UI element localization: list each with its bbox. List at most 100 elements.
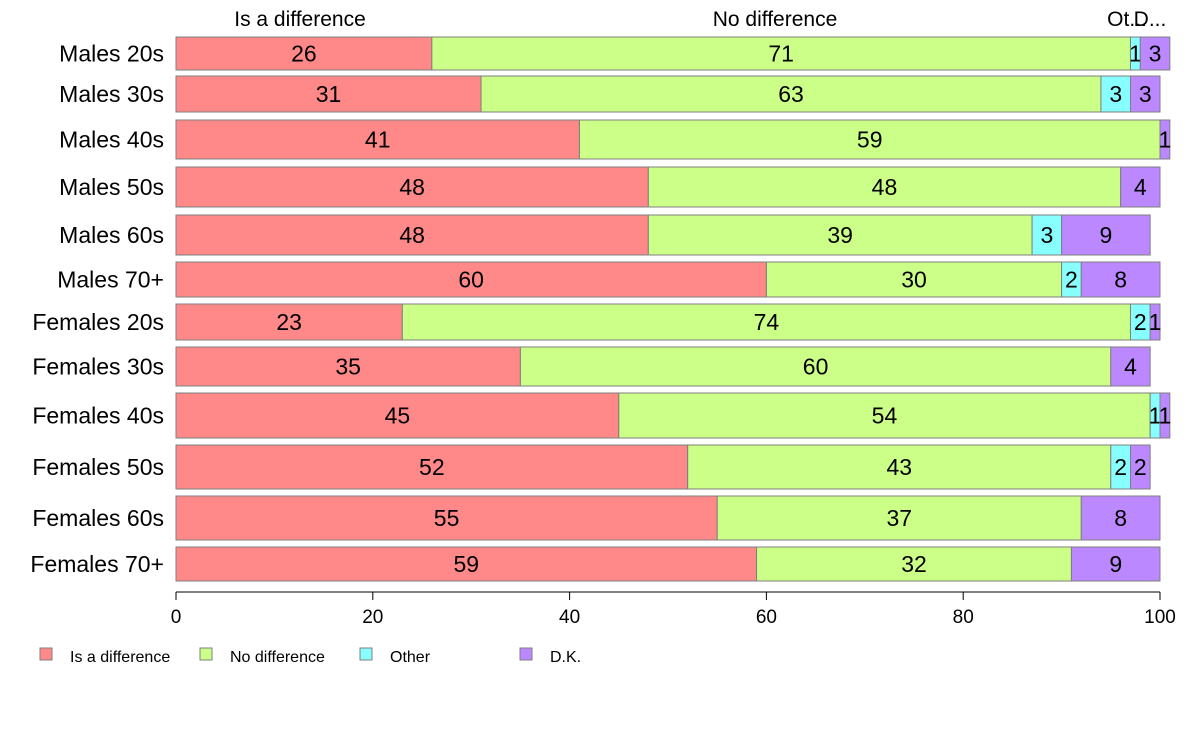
category-label-males-40s: Males 40s — [59, 127, 164, 153]
data-label: 1 — [1129, 41, 1142, 67]
x-tick-label: 0 — [171, 607, 182, 628]
x-tick-label: 40 — [559, 607, 580, 628]
data-label: 45 — [385, 403, 411, 429]
bar-segment-is-a-difference — [175, 214, 649, 256]
category-label-males-70: Males 70+ — [57, 267, 164, 293]
x-tick-label: 100 — [1144, 607, 1176, 628]
category-label-males-60s: Males 60s — [59, 222, 164, 248]
bar-segment-d-k — [1139, 36, 1171, 71]
category-label-males-20s: Males 20s — [59, 41, 164, 67]
category-labels: Males 20s Males 30s Males 40s Males 50s Male… — [30, 41, 164, 578]
data-label: 52 — [419, 454, 445, 480]
bar-segment-is-a-difference — [175, 495, 718, 541]
data-label: 1 — [1159, 403, 1172, 429]
data-label: 2 — [1114, 454, 1127, 480]
category-label-females-30s: Females 30s — [32, 354, 164, 380]
top-label-other: Ot... — [1107, 8, 1147, 31]
category-label-females-40s: Females 40s — [32, 403, 164, 429]
data-label: 2 — [1134, 309, 1147, 335]
bar-segment-no-difference — [765, 261, 1063, 298]
data-label: 48 — [872, 174, 898, 200]
bar-segment-no-difference — [519, 346, 1112, 387]
data-label: 48 — [399, 222, 425, 248]
data-label: 30 — [901, 267, 927, 293]
data-label: 9 — [1109, 551, 1122, 577]
data-label: 39 — [827, 222, 853, 248]
top-label-dk: D... — [1134, 8, 1167, 31]
data-label: 60 — [803, 354, 829, 380]
category-label-females-70: Females 70+ — [30, 551, 164, 577]
data-label: 3 — [1109, 81, 1122, 107]
bar-segment-d-k — [1129, 444, 1151, 490]
data-label: 1 — [1149, 403, 1162, 429]
legend-label-is-a-difference: Is a difference — [70, 649, 170, 666]
data-label: 63 — [778, 81, 804, 107]
category-label-males-30s: Males 30s — [59, 81, 164, 107]
data-label: 9 — [1099, 222, 1112, 248]
bar-segment-no-difference — [756, 546, 1072, 582]
bar-segment-d-k — [1110, 346, 1151, 387]
bar-segment-d-k — [1159, 119, 1171, 160]
category-label-females-50s: Females 50s — [32, 454, 164, 480]
data-label: 4 — [1124, 354, 1137, 380]
bar-segment-d-k — [1120, 166, 1161, 208]
data-label: 26 — [291, 41, 317, 67]
data-label: 1 — [1149, 309, 1162, 335]
data-label: 59 — [857, 127, 883, 153]
data-label: 8 — [1114, 267, 1127, 293]
data-label: 71 — [768, 41, 794, 67]
bar-segment-is-a-difference — [175, 346, 521, 387]
data-label: 3 — [1139, 81, 1152, 107]
bars: 26 71 1 331 63 3 341 59 148 48 448 39 3 960 30 2 823 74 2 1… — [175, 36, 1172, 582]
x-tick-label: 80 — [953, 607, 974, 628]
data-label: 74 — [754, 309, 780, 335]
top-labels: Is a difference No difference Ot... D... — [234, 8, 1166, 31]
bar-segment-no-difference — [480, 75, 1102, 113]
bar-segment-is-a-difference — [175, 75, 482, 113]
data-label: 2 — [1134, 454, 1147, 480]
bar-segment-d-k — [1129, 75, 1161, 113]
bar-segment-is-a-difference — [175, 261, 767, 298]
legend-swatch-is-a-difference — [39, 647, 53, 661]
top-label-is-difference: Is a difference — [234, 8, 366, 31]
bar-segment-no-difference — [716, 495, 1082, 541]
data-label: 1 — [1159, 127, 1172, 153]
x-axis: 0 20 40 60 80 100 — [171, 591, 1176, 628]
legend-swatch-no-difference — [199, 647, 213, 661]
legend: Is a difference No difference Other D.K. — [39, 647, 581, 666]
data-label: 48 — [399, 174, 425, 200]
bar-segment-d-k — [1061, 214, 1151, 256]
data-label: 8 — [1114, 505, 1127, 531]
data-label: 37 — [886, 505, 912, 531]
bar-segment-other — [1031, 214, 1063, 256]
bar-segment-no-difference — [647, 166, 1122, 208]
data-label: 32 — [901, 551, 927, 577]
bar-segment-d-k — [1080, 495, 1161, 541]
bar-segment-d-k — [1159, 392, 1171, 439]
bar-segment-d-k — [1080, 261, 1161, 298]
bar-segment-no-difference — [618, 392, 1151, 439]
bar-segment-no-difference — [647, 214, 1033, 256]
legend-swatch-other — [359, 647, 373, 661]
data-label: 43 — [886, 454, 912, 480]
data-label: 35 — [335, 354, 361, 380]
category-label-females-20s: Females 20s — [32, 309, 164, 335]
bar-segment-is-a-difference — [175, 444, 689, 490]
data-label: 41 — [365, 127, 391, 153]
bar-segment-no-difference — [431, 36, 1131, 71]
legend-label-other: Other — [390, 649, 431, 666]
bar-segment-no-difference — [578, 119, 1161, 160]
data-label: 59 — [453, 551, 479, 577]
data-label: 3 — [1040, 222, 1053, 248]
x-tick-label: 60 — [756, 607, 777, 628]
bar-segment-d-k — [1070, 546, 1161, 582]
data-label: 60 — [458, 267, 484, 293]
bar-segment-is-a-difference — [175, 166, 649, 208]
top-label-no-difference: No difference — [713, 8, 838, 31]
x-tick-label: 20 — [362, 607, 383, 628]
category-label-females-60s: Females 60s — [32, 505, 164, 531]
bar-segment-d-k — [1149, 303, 1161, 341]
data-label: 4 — [1134, 174, 1147, 200]
category-label-males-50s: Males 50s — [59, 174, 164, 200]
data-label: 23 — [276, 309, 302, 335]
